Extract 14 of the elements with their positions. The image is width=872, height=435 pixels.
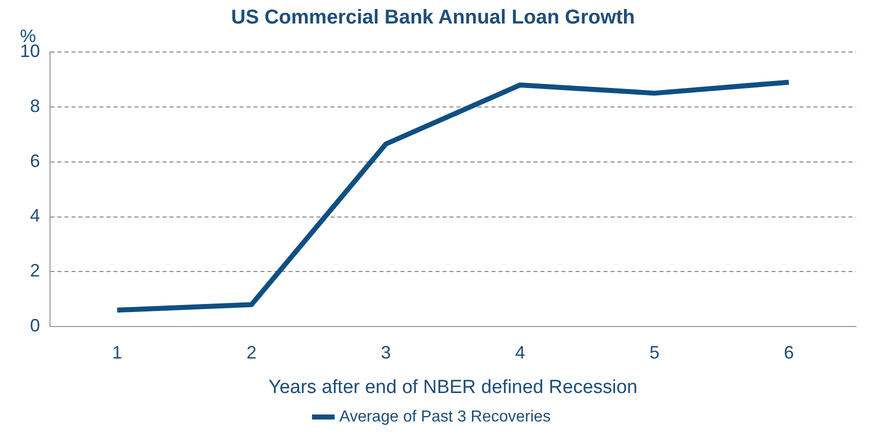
chart-title: US Commercial Bank Annual Loan Growth [231,6,635,29]
y-tick-label: 8 [30,96,40,116]
x-tick-label: 6 [784,342,794,362]
x-tick-label: 4 [515,342,526,362]
x-tick-label: 1 [112,342,122,362]
y-tick-label: 4 [30,206,40,226]
y-tick-label: 6 [30,150,40,171]
x-tick-label: 2 [246,342,257,362]
y-tick-label: 0 [30,316,40,336]
legend-label: Average of Past 3 Recoveries [339,408,551,426]
y-tick-label: 2 [30,260,40,281]
x-tick-label: 3 [380,342,391,362]
x-tick-label: 5 [650,342,660,362]
x-axis-title: Years after end of NBER defined Recession [268,376,638,398]
